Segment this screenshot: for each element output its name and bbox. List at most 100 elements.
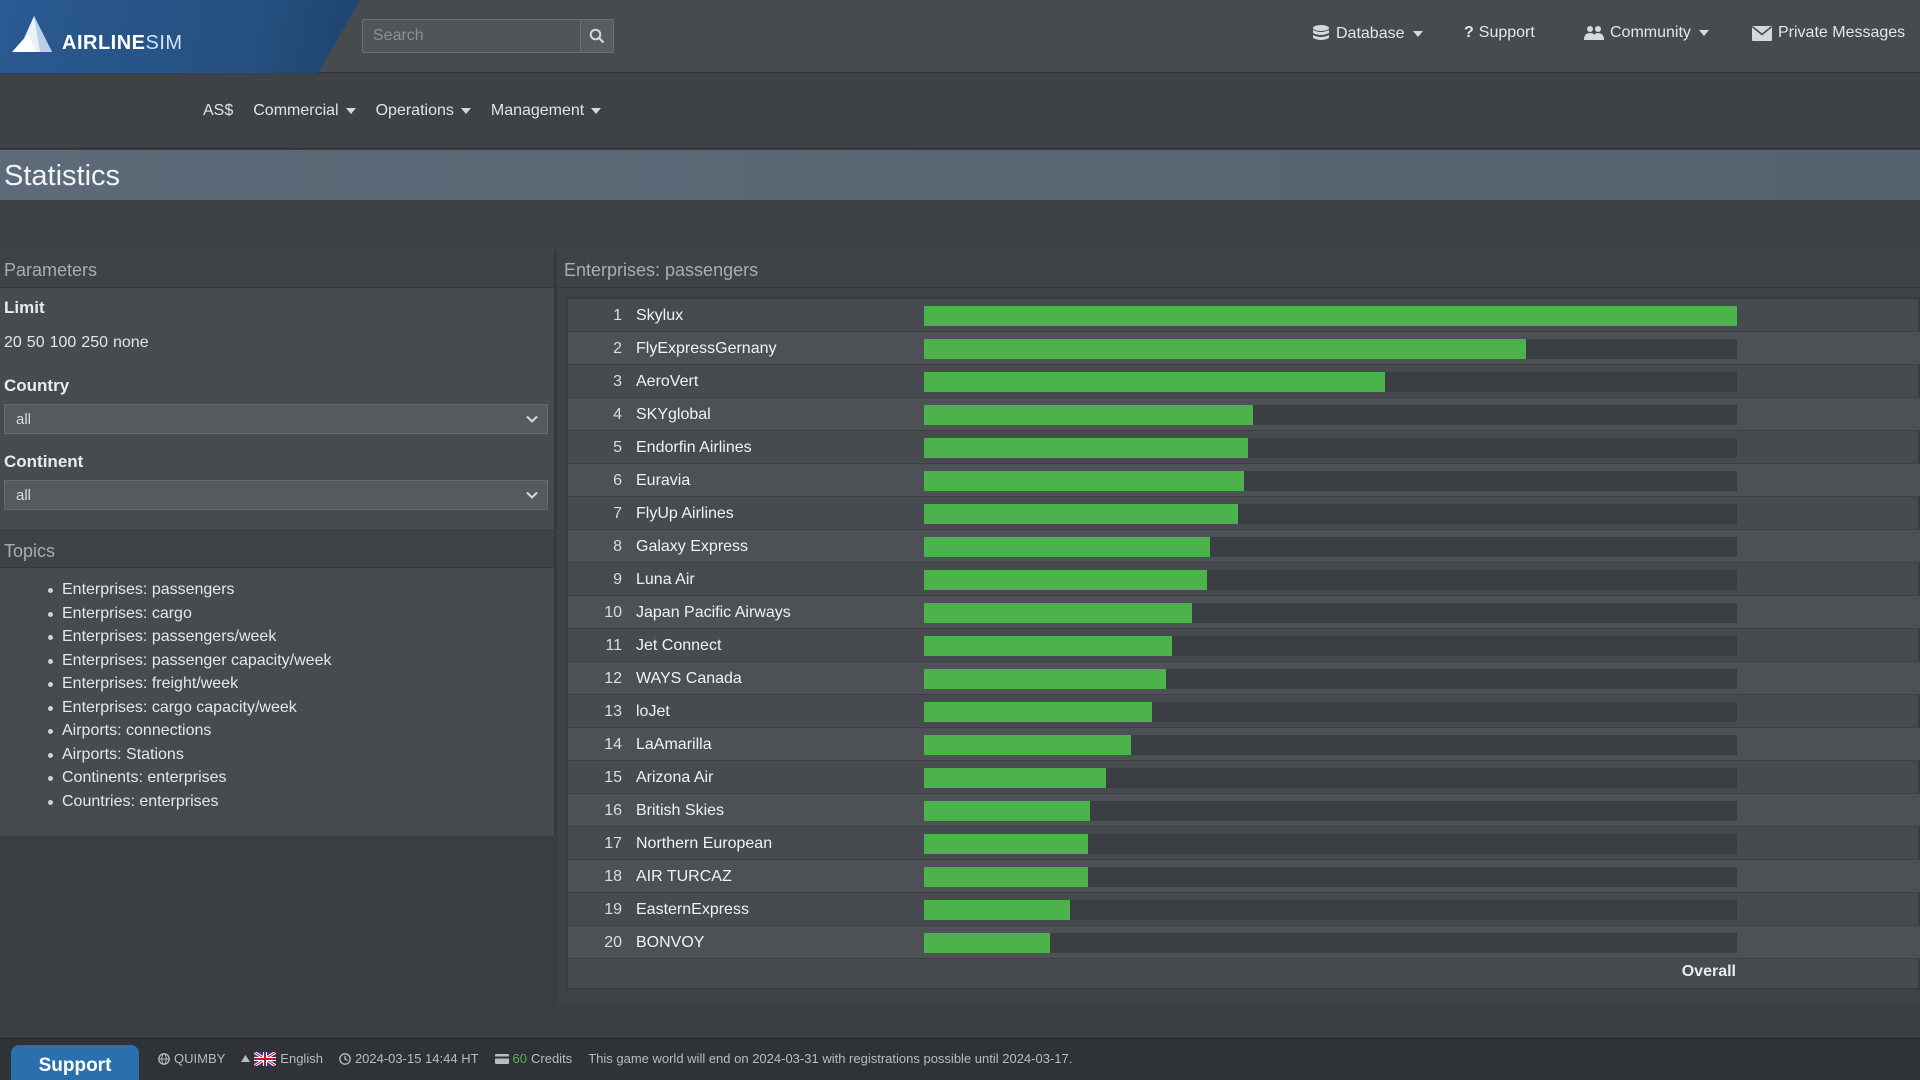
enterprise-name[interactable]: LaAmarilla [636,736,712,753]
nav-community[interactable]: Community [1584,24,1709,42]
topic-link[interactable]: Airports: connections [48,719,554,743]
passenger-bar-track [924,372,1737,392]
passenger-bar-fill [924,636,1172,656]
search-input[interactable] [362,19,580,53]
search-button[interactable] [580,19,614,53]
world-selector[interactable]: QUIMBY [158,1051,225,1066]
passenger-bar-fill [924,504,1238,524]
passenger-bar-track [924,504,1737,524]
database-icon [1313,25,1329,40]
passenger-bar-track [924,636,1737,656]
nav-private-messages[interactable]: Private Messages [1752,24,1905,42]
brand-logo-area[interactable]: AIRLINESIM [0,0,360,73]
ranking-table: Overall 1 Skylux 2 FlyExpressGernany 3 AeroVe… [566,297,1920,990]
limit-option-50[interactable]: 50 [26,334,45,351]
chevron-down-icon [1412,31,1423,37]
topic-link[interactable]: Enterprises: cargo [48,602,554,626]
passenger-bar-fill [924,867,1089,887]
passenger-bar-fill [924,900,1070,920]
nav-database[interactable]: Database [1312,24,1423,44]
enterprise-name[interactable]: AIR TURCAZ [636,868,732,885]
table-row: 4 SKYglobal [568,398,1920,431]
nav-management[interactable]: Management [491,102,602,120]
topic-link[interactable]: Enterprises: cargo capacity/week [48,696,554,720]
envelope-icon [1752,25,1772,41]
game-clock: 2024-03-15 14:44 HT [339,1051,479,1066]
rank-number: 11 [605,637,622,654]
chevron-down-icon [591,107,602,114]
table-row: 8 Galaxy Express [568,530,1920,563]
limit-option-250[interactable]: 250 [81,334,108,351]
country-select[interactable]: all [4,404,548,434]
table-row: 6 Euravia [568,464,1920,497]
enterprise-name[interactable]: Jet Connect [636,637,722,654]
enterprise-name[interactable]: Galaxy Express [636,538,749,555]
page-title: Statistics [4,160,121,192]
rank-number: 16 [604,802,622,819]
support-button[interactable]: Support [11,1045,139,1080]
enterprise-name[interactable]: FlyExpressGernany [636,340,777,357]
nav-community-label: Community [1610,24,1691,41]
chevron-down-icon [526,415,538,423]
nav-commercial-label: Commercial [253,102,339,119]
enterprise-name[interactable]: Skylux [636,307,684,324]
passenger-bar-fill [924,735,1131,755]
table-row: 15 Arizona Air [568,761,1920,794]
globe-icon [158,1052,170,1065]
table-row: 11 Jet Connect [568,629,1920,662]
limit-option-20[interactable]: 20 [4,334,22,351]
enterprise-name[interactable]: Japan Pacific Airways [636,604,791,621]
topic-link[interactable]: Enterprises: passengers [48,578,554,602]
topic-link[interactable]: Enterprises: freight/week [48,672,554,696]
credits-link[interactable]: 60 Credits [494,1051,572,1066]
nav-messages-label: Private Messages [1778,24,1906,41]
enterprise-name[interactable]: loJet [636,703,670,720]
nav-currency[interactable]: AS$ [203,102,234,119]
continent-select[interactable]: all [4,480,548,510]
topic-link[interactable]: Enterprises: passengers/week [48,625,554,649]
rank-number: 19 [604,901,622,918]
passenger-bar-fill [924,372,1385,392]
nav-operations[interactable]: Operations [376,102,471,120]
passenger-bar-fill [924,306,1737,326]
rank-number: 15 [604,769,622,786]
nav-commercial[interactable]: Commercial [253,102,356,120]
rank-number: 6 [613,472,622,489]
rank-number: 10 [604,604,622,621]
uk-flag-icon [254,1051,277,1066]
enterprise-name[interactable]: Endorfin Airlines [636,439,752,456]
enterprise-name[interactable]: SKYglobal [636,406,711,423]
enterprise-name[interactable]: Northern European [636,835,773,852]
enterprise-name[interactable]: Luna Air [636,571,695,588]
table-row: 1 Skylux [568,299,1920,332]
passenger-bar-fill [924,537,1211,557]
passenger-bar-track [924,669,1737,689]
topic-link[interactable]: Enterprises: passenger capacity/week [48,649,554,673]
nav-operations-label: Operations [375,102,454,119]
table-row: 5 Endorfin Airlines [568,431,1920,464]
enterprise-name[interactable]: FlyUp Airlines [636,505,734,522]
enterprise-name[interactable]: BONVOY [636,934,705,951]
top-navbar: AIRLINESIM Database ? Support Community [0,0,1920,73]
topic-link[interactable]: Countries: enterprises [48,790,554,814]
brand-name-main: AIRLINE [62,32,146,54]
enterprise-name[interactable]: Euravia [636,472,691,489]
enterprise-name[interactable]: WAYS Canada [636,670,742,687]
limit-option-none[interactable]: none [113,334,149,351]
enterprise-name[interactable]: Arizona Air [636,769,714,786]
credits-count: 60 [512,1051,527,1066]
search-icon [589,28,605,44]
topic-link[interactable]: Continents: enterprises [48,766,554,790]
enterprise-name[interactable]: EasternExpress [636,901,749,918]
topics-header: Topics [0,530,554,568]
chevron-down-icon [345,107,356,114]
language-selector[interactable]: English [241,1051,323,1066]
passenger-bar-track [924,933,1737,953]
limit-option-100[interactable]: 100 [49,334,77,351]
nav-support[interactable]: ? Support [1464,24,1535,42]
language-name: English [280,1051,323,1066]
table-row: 20 BONVOY [568,926,1920,959]
topic-link[interactable]: Airports: Stations [48,743,554,767]
enterprise-name[interactable]: AeroVert [636,373,699,390]
enterprise-name[interactable]: British Skies [636,802,725,819]
